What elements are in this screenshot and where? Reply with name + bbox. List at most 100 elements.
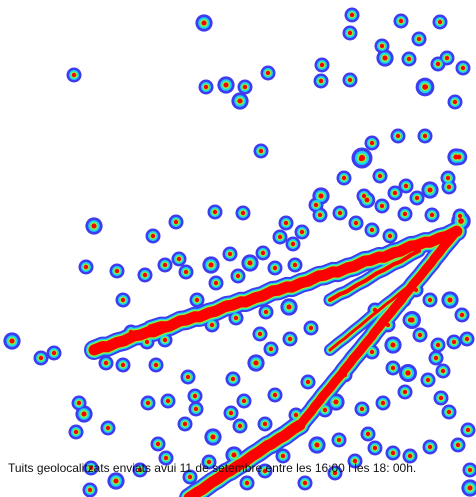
heat-spot-core: [81, 411, 87, 417]
heat-spot-core: [51, 350, 57, 356]
heat-spot-core: [9, 338, 15, 344]
heat-spot-core: [369, 349, 375, 355]
heat-spot-core: [435, 61, 441, 67]
heat-spot-core: [279, 431, 285, 437]
heat-spot-core: [417, 332, 423, 338]
heat-spot-core: [163, 455, 169, 461]
heat-spot-core: [253, 360, 259, 366]
heat-spot-core: [387, 233, 393, 239]
heat-spot-core: [38, 355, 44, 361]
heat-spot-core: [459, 312, 465, 318]
heat-spot-core: [91, 223, 97, 229]
heat-streak-core: [183, 419, 306, 497]
heat-spot-core: [103, 360, 109, 366]
heat-spot-core: [208, 262, 214, 268]
heat-spot-core: [337, 210, 343, 216]
heat-spot-core: [176, 256, 182, 262]
heat-spot-core: [228, 305, 234, 311]
heat-spot-core: [457, 213, 463, 219]
heat-spot-core: [213, 280, 219, 286]
heat-spot-core: [241, 398, 247, 404]
heat-spot-core: [390, 365, 396, 371]
heat-spot-core: [142, 272, 148, 278]
heat-spot-core: [137, 467, 143, 473]
heat-spot-core: [153, 362, 159, 368]
heat-spot-core: [73, 429, 79, 435]
heat-spot-core: [322, 407, 328, 413]
heat-spot-core: [182, 421, 188, 427]
heat-spot-core: [293, 412, 299, 418]
heat-spot-core: [257, 331, 263, 337]
heat-spot-core: [120, 297, 126, 303]
heat-spot-core: [287, 336, 293, 342]
heat-spot-core: [384, 255, 390, 261]
heat-spot-core: [150, 233, 156, 239]
heat-spot-core: [333, 399, 339, 405]
heat-spot-core: [201, 20, 207, 26]
heat-spot-core: [286, 304, 292, 310]
heat-spot-core: [447, 297, 453, 303]
heat-spot-core: [385, 322, 391, 328]
heat-spot-core: [317, 212, 323, 218]
map-caption: Tuits geolocalitzats enviats avui 11 de …: [8, 461, 417, 475]
heat-spot-core: [427, 187, 433, 193]
heat-spot-core: [407, 453, 413, 459]
heat-spot-core: [369, 227, 375, 233]
heat-spot-core: [206, 459, 212, 465]
heat-spot-core: [185, 317, 191, 323]
heat-spot-core: [145, 400, 151, 406]
heat-spot-core: [237, 98, 243, 104]
heat-spot-core: [401, 297, 407, 303]
heat-spot-core: [233, 315, 239, 321]
heat-spot-core: [414, 195, 420, 201]
heat-spot-core: [187, 474, 193, 480]
heat-spot-core: [185, 374, 191, 380]
heat-spot-core: [128, 329, 134, 335]
heat-spot-core: [265, 70, 271, 76]
heat-spot-core: [194, 297, 200, 303]
heat-spot-core: [440, 368, 446, 374]
heat-spot-core: [272, 265, 278, 271]
heat-spot-core: [292, 262, 298, 268]
heat-spot-core: [402, 211, 408, 217]
heat-spot-core: [445, 175, 451, 181]
heat-spot-core: [203, 84, 209, 90]
heat-spot-core: [390, 342, 396, 348]
heat-core: [9, 12, 473, 497]
heat-spot-core: [76, 400, 82, 406]
heat-spot-core: [240, 210, 246, 216]
heat-spot-core: [268, 346, 274, 352]
heat-spot-core: [464, 336, 470, 342]
heat-spot-core: [83, 264, 89, 270]
heat-spot-core: [260, 250, 266, 256]
heat-spot-core: [413, 287, 419, 293]
heat-spot-core: [349, 357, 355, 363]
heat-streak-core: [328, 284, 411, 352]
heat-spot-core: [465, 427, 471, 433]
heat-spot-core: [458, 218, 464, 224]
heat-spot-core: [277, 234, 283, 240]
heat-spot-core: [105, 425, 111, 431]
heat-spot-core: [416, 36, 422, 42]
heat-spot-core: [319, 62, 325, 68]
heat-spot-core: [237, 423, 243, 429]
heat-spot-core: [446, 184, 452, 190]
heat-spot-core: [308, 325, 314, 331]
heat-spot-core: [235, 273, 241, 279]
heat-spot-core: [318, 78, 324, 84]
heat-spot-core: [242, 84, 248, 90]
heat-spot-core: [342, 372, 348, 378]
heat-spot-core: [347, 30, 353, 36]
heat-spot-core: [379, 43, 385, 49]
heat-spot-core: [377, 173, 383, 179]
heat-spot-core: [390, 450, 396, 456]
heat-spot-core: [165, 398, 171, 404]
heat-spot-core: [88, 465, 94, 471]
heat-spot-core: [212, 209, 218, 215]
heat-spot-core: [231, 452, 237, 458]
heat-spot-core: [223, 82, 229, 88]
heat-streak-core: [296, 228, 460, 429]
heat-streak-core: [147, 295, 265, 330]
heat-spot-core: [444, 55, 450, 61]
